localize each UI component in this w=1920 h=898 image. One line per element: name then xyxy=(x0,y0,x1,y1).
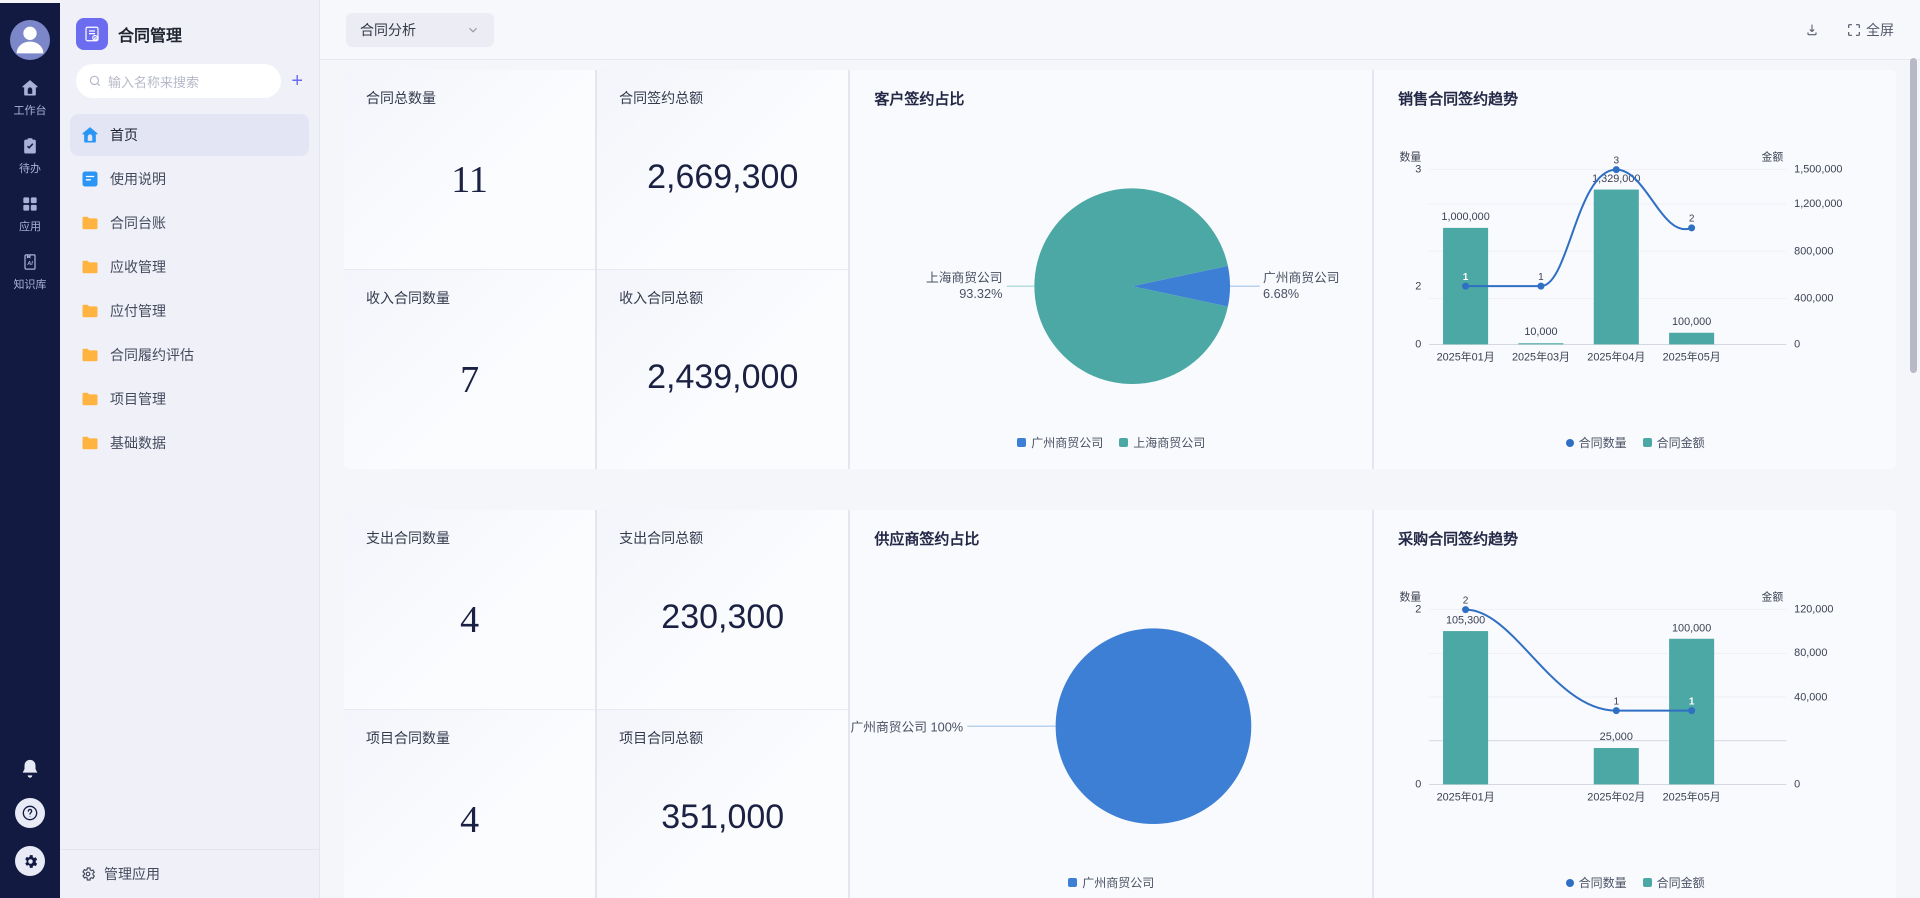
svg-text:广州商贸公司 100%: 广州商贸公司 100% xyxy=(851,720,964,735)
svg-text:1,200,000: 1,200,000 xyxy=(1794,198,1842,210)
svg-text:1: 1 xyxy=(1463,272,1469,283)
svg-text:2: 2 xyxy=(1689,214,1695,225)
svg-text:2025年05月: 2025年05月 xyxy=(1663,790,1721,804)
svg-text:93.32%: 93.32% xyxy=(960,286,1003,301)
svg-text:120,000: 120,000 xyxy=(1794,604,1833,616)
svg-text:2025年04月: 2025年04月 xyxy=(1587,350,1645,364)
svg-text:2: 2 xyxy=(1463,595,1469,606)
svg-text:上海商贸公司: 上海商贸公司 xyxy=(926,270,1003,285)
svg-text:10,000: 10,000 xyxy=(1524,326,1557,338)
svg-text:40,000: 40,000 xyxy=(1794,692,1827,704)
svg-text:1,500,000: 1,500,000 xyxy=(1794,164,1842,176)
svg-text:0: 0 xyxy=(1794,779,1800,791)
svg-text:广州商贸公司: 广州商贸公司 xyxy=(1263,270,1340,285)
svg-text:1: 1 xyxy=(1614,696,1620,707)
svg-text:2025年03月: 2025年03月 xyxy=(1512,350,1570,364)
svg-text:1,000,000: 1,000,000 xyxy=(1442,211,1490,223)
svg-text:数量: 数量 xyxy=(1400,590,1422,603)
svg-text:800,000: 800,000 xyxy=(1794,245,1833,257)
svg-text:金额: 金额 xyxy=(1762,589,1784,603)
svg-text:AI: AI xyxy=(26,261,33,267)
svg-text:1: 1 xyxy=(1538,272,1544,283)
svg-text:0: 0 xyxy=(1415,779,1421,791)
svg-text:2: 2 xyxy=(1415,280,1421,292)
svg-text:金额: 金额 xyxy=(1762,149,1784,163)
svg-text:80,000: 80,000 xyxy=(1794,647,1827,659)
svg-text:25,000: 25,000 xyxy=(1600,731,1633,743)
svg-text:0: 0 xyxy=(1415,339,1421,351)
svg-text:数量: 数量 xyxy=(1400,150,1422,163)
svg-text:105,300: 105,300 xyxy=(1446,615,1485,627)
svg-text:100,000: 100,000 xyxy=(1672,622,1711,634)
svg-text:2: 2 xyxy=(1415,604,1421,616)
svg-text:3: 3 xyxy=(1415,164,1421,176)
svg-text:0: 0 xyxy=(1794,339,1800,351)
svg-text:2025年01月: 2025年01月 xyxy=(1437,350,1495,364)
svg-text:400,000: 400,000 xyxy=(1794,293,1833,305)
svg-text:2025年05月: 2025年05月 xyxy=(1663,350,1721,364)
svg-text:2025年02月: 2025年02月 xyxy=(1587,790,1645,804)
svg-text:6.68%: 6.68% xyxy=(1263,286,1299,301)
svg-text:3: 3 xyxy=(1614,155,1620,166)
svg-text:2025年01月: 2025年01月 xyxy=(1437,790,1495,804)
svg-text:100,000: 100,000 xyxy=(1672,316,1711,328)
svg-text:1: 1 xyxy=(1689,696,1695,707)
